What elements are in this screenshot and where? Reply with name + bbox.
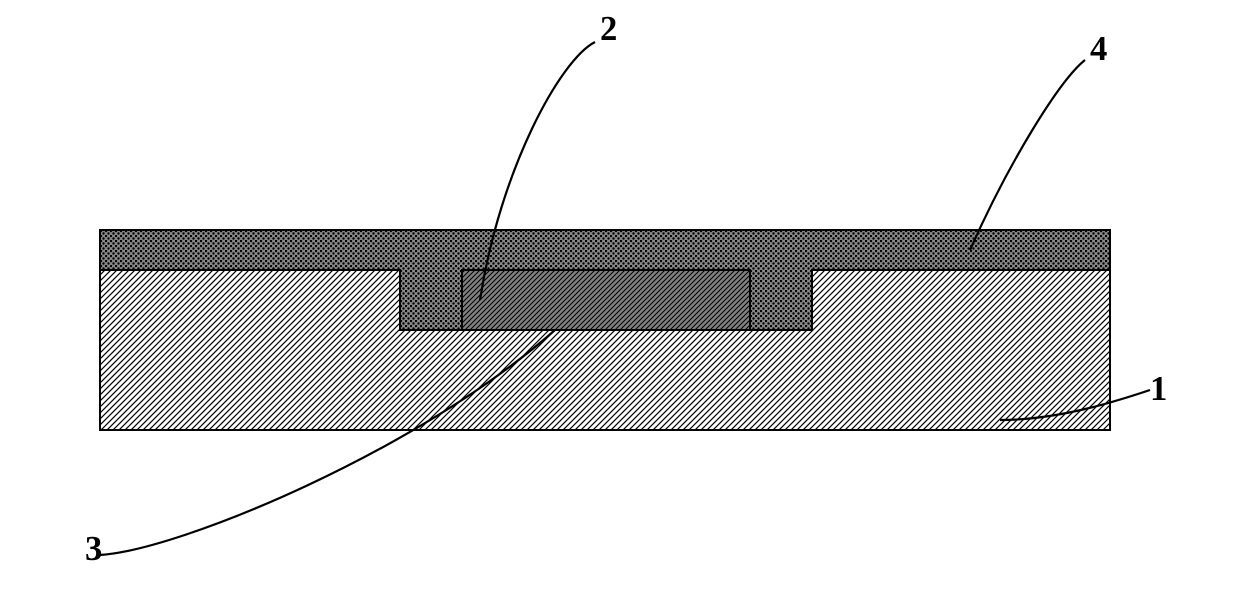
label-1: 1: [1150, 370, 1167, 408]
label-4: 4: [1090, 30, 1107, 68]
cross-section-diagram: 1 2 3 4: [0, 0, 1240, 612]
label-3: 3: [85, 530, 102, 568]
leader-4: [970, 60, 1085, 250]
label-2: 2: [600, 10, 617, 48]
inset-block: [460, 270, 750, 330]
